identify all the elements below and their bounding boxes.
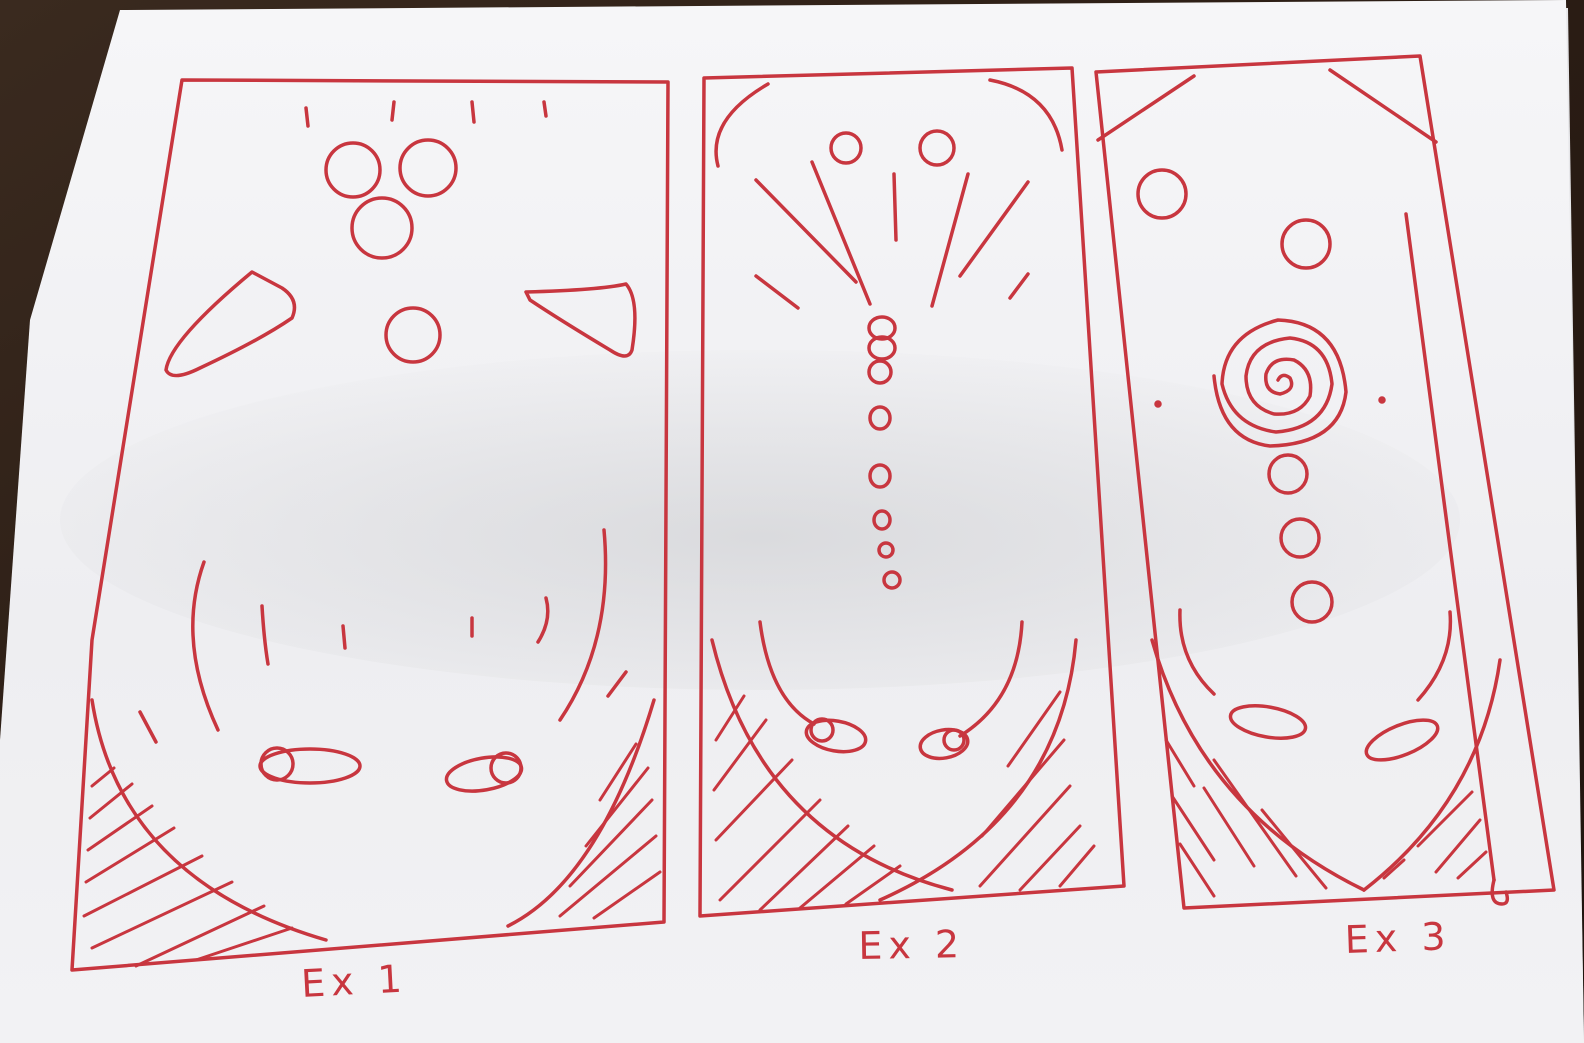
standup-target <box>1290 580 1334 624</box>
fan-line <box>930 172 970 308</box>
right-inlane <box>606 670 628 698</box>
pop-bumper <box>829 131 863 165</box>
left-inlane <box>138 710 158 744</box>
pop-bumper <box>384 306 442 364</box>
right-arc-rail <box>958 620 1024 738</box>
hatch-right <box>558 742 662 920</box>
right-outlane-curve <box>1362 658 1502 892</box>
flipper-pivot <box>809 717 835 743</box>
left-flipper <box>804 718 868 754</box>
panel-ex2 <box>698 66 1126 918</box>
pop-bumper <box>324 141 382 199</box>
panel-ex1-border <box>70 78 670 972</box>
hatch-right <box>978 690 1096 892</box>
left-arc-rail <box>191 560 220 732</box>
standup-target <box>867 335 897 361</box>
spiral-spinner <box>1212 318 1348 448</box>
pop-bumper <box>350 196 414 260</box>
flipper-pivot <box>942 728 966 752</box>
right-arc-rail <box>558 528 608 722</box>
hatch-left <box>1164 738 1328 898</box>
left-arc-rail <box>758 620 816 726</box>
hatch-left <box>712 694 902 912</box>
shadow-area <box>60 350 1460 690</box>
fan-line <box>754 274 800 310</box>
lane-guide <box>470 100 476 124</box>
standup-target <box>872 509 892 531</box>
small-rail <box>536 596 550 644</box>
lane-guide <box>542 100 548 118</box>
flipper-pivot <box>259 746 295 782</box>
small-rail <box>341 624 347 650</box>
panel-ex1 <box>70 78 670 972</box>
hatch-left <box>82 766 294 968</box>
standup-target <box>868 405 892 431</box>
fan-line <box>958 180 1030 278</box>
standup-target <box>1267 453 1309 495</box>
dot-marker <box>1378 396 1386 404</box>
fan-line <box>1008 272 1030 300</box>
fan-line <box>810 160 872 306</box>
standup-target <box>867 359 893 385</box>
pop-bumper <box>918 129 956 167</box>
left-outlane-curve <box>710 638 954 892</box>
pop-bumper <box>1136 168 1188 220</box>
panel-ex2-caption: Ex 2 <box>858 922 966 968</box>
right-arc-rail <box>1416 610 1453 702</box>
left-triangle-bumper <box>164 270 297 378</box>
standup-target <box>867 315 897 341</box>
standup-target <box>1279 517 1321 559</box>
top-right-corner-guide <box>1328 68 1438 144</box>
right-flipper <box>918 727 970 761</box>
fan-line <box>754 178 858 284</box>
panel-ex3 <box>1094 54 1556 910</box>
flipper-pivot <box>489 751 523 785</box>
top-left-corner-guide <box>1096 74 1196 142</box>
right-triangle-bumper <box>524 282 637 358</box>
plunger-tip <box>1490 878 1510 906</box>
right-outlane-curve <box>506 698 656 928</box>
lane-guide <box>304 106 310 128</box>
plunger-lane-wall <box>1404 212 1496 882</box>
standup-target <box>882 570 902 590</box>
hatch-right <box>1382 790 1488 880</box>
left-outlane-curve <box>90 698 328 942</box>
pop-bumper <box>1280 218 1332 270</box>
top-right-arch <box>988 78 1064 152</box>
right-flipper <box>1364 718 1440 762</box>
left-flipper <box>1228 704 1308 740</box>
standup-target <box>868 463 892 489</box>
panel-ex3-caption: Ex 3 <box>1344 914 1453 962</box>
lane-guide <box>390 100 396 122</box>
panel-ex2-border <box>698 66 1126 918</box>
fan-line <box>892 172 898 242</box>
sketch-drawing <box>70 54 1556 972</box>
panel-ex3-border <box>1094 54 1556 910</box>
dot-marker <box>1154 400 1162 408</box>
small-rail <box>260 604 270 666</box>
pop-bumper <box>398 138 458 198</box>
standup-target <box>877 541 895 559</box>
top-left-arch <box>714 82 770 168</box>
left-outlane-curve <box>1150 638 1366 892</box>
panel-ex1-caption: Ex 1 <box>300 956 409 1006</box>
left-arc-rail <box>1178 608 1216 696</box>
